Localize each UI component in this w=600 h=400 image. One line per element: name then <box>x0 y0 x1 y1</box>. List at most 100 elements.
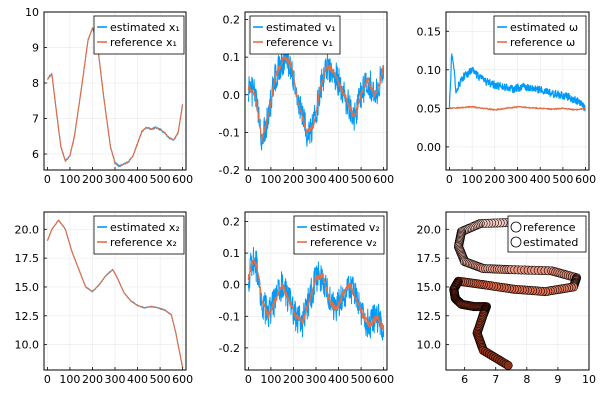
legend: estimated x₂ reference x₂ <box>93 215 185 255</box>
subplot-1: 0 100 200 300 400 500 600 6 7 8 9 10 estimated x₁ ref… <box>25 6 193 186</box>
legend-box <box>493 15 587 55</box>
x-tick-label: 400 <box>127 173 148 186</box>
legend-box <box>249 15 341 55</box>
x-tick-label: 200 <box>283 173 304 186</box>
y-tick-label: 20.0 <box>417 223 442 236</box>
series-line-2 <box>46 219 184 368</box>
legend: estimated v₁ reference v₁ <box>249 15 341 55</box>
x-tick-label: 200 <box>283 373 304 386</box>
legend-box <box>507 215 587 253</box>
y-tick-label: 17.5 <box>417 252 442 265</box>
legend-label: estimated x₁ <box>110 21 180 34</box>
x-tick-label: 0 <box>245 373 252 386</box>
series-line-2 <box>449 105 586 111</box>
x-tick-label: 0 <box>44 173 51 186</box>
legend-label: reference x₁ <box>110 36 177 49</box>
legend-label: reference <box>523 221 576 234</box>
subplot-3: 0 100 200 300 400 500 600 0.00 0.05 0.10 0.15 estim… <box>417 11 596 186</box>
x-tick-label: 200 <box>82 173 103 186</box>
x-tick-label: 200 <box>484 173 505 186</box>
x-tick-label: 200 <box>82 373 103 386</box>
y-tick-label: 0.1 <box>223 247 241 260</box>
x-tick-label: 100 <box>260 173 281 186</box>
y-tick-label: 17.5 <box>15 252 40 265</box>
x-tick-label: 10 <box>582 373 596 386</box>
plot-area <box>247 44 385 151</box>
x-tick-label: 0 <box>44 373 51 386</box>
y-tick-label: -0.1 <box>219 126 240 139</box>
scatter-point <box>503 360 513 370</box>
y-tick-label: 9 <box>32 42 39 55</box>
y-tick-label: 8 <box>32 77 39 90</box>
y-tick-label: 0.00 <box>417 141 442 154</box>
subplot-6: 6 7 8 9 10 10.0 12.5 15.0 17.5 20.0 reference estim… <box>417 211 596 386</box>
legend-marker <box>510 221 522 233</box>
y-tick-label: 10 <box>25 6 39 19</box>
x-tick-label: 300 <box>306 173 327 186</box>
legend-box <box>93 215 185 255</box>
x-tick-label: 400 <box>530 173 551 186</box>
x-tick-label: 100 <box>59 373 80 386</box>
x-tick-label: 0 <box>446 173 453 186</box>
x-tick-label: 600 <box>172 173 193 186</box>
x-tick-label: 100 <box>59 173 80 186</box>
series-line-2 <box>247 257 385 331</box>
legend-box <box>93 15 185 55</box>
x-tick-label: 500 <box>150 373 171 386</box>
y-tick-label: 15.0 <box>15 281 40 294</box>
x-tick-label: 500 <box>351 373 372 386</box>
y-tick-label: 10.0 <box>15 339 40 352</box>
x-tick-label: 100 <box>462 173 483 186</box>
x-tick-label: 400 <box>328 373 349 386</box>
legend-label: reference ω <box>510 36 575 49</box>
legend-label: reference v₂ <box>310 236 377 249</box>
legend: reference estimated <box>507 215 587 253</box>
legend-label: reference v₁ <box>266 36 333 49</box>
x-tick-label: 400 <box>328 173 349 186</box>
x-tick-label: 600 <box>172 373 193 386</box>
series-line-2 <box>247 55 385 143</box>
y-tick-label: 20.0 <box>15 223 40 236</box>
x-tick-label: 600 <box>373 373 394 386</box>
x-tick-label: 300 <box>507 173 528 186</box>
plot-area <box>46 27 184 168</box>
y-tick-label: 0.2 <box>223 14 241 27</box>
y-tick-label: 0.10 <box>417 64 442 77</box>
x-tick-label: 300 <box>306 373 327 386</box>
y-tick-label: -0.2 <box>219 342 240 355</box>
plot-area <box>448 53 587 112</box>
series-line-1 <box>448 53 587 112</box>
y-tick-label: 0.0 <box>223 89 241 102</box>
legend: estimated x₁ reference x₁ <box>93 15 185 55</box>
plot-area <box>247 247 385 341</box>
y-tick-label: 10.0 <box>417 339 442 352</box>
legend: estimated v₂ reference v₂ <box>293 215 385 255</box>
legend-label: estimated ω <box>510 21 578 34</box>
y-tick-label: 0.0 <box>223 279 241 292</box>
x-tick-label: 300 <box>105 173 126 186</box>
y-tick-label: 0.05 <box>417 102 442 115</box>
y-tick-label: 0.1 <box>223 51 241 64</box>
y-tick-label: 12.5 <box>417 310 442 323</box>
legend-box <box>293 215 385 255</box>
x-tick-label: 600 <box>373 173 394 186</box>
x-tick-label: 500 <box>552 173 573 186</box>
x-tick-label: 400 <box>127 373 148 386</box>
series-line-1 <box>247 247 385 341</box>
x-tick-label: 0 <box>245 173 252 186</box>
x-tick-label: 100 <box>260 373 281 386</box>
legend-label: estimated x₂ <box>110 221 180 234</box>
y-tick-label: 0.2 <box>223 215 241 228</box>
plot-area <box>46 219 184 368</box>
x-tick-label: 8 <box>523 373 530 386</box>
subplot-4: 0 100 200 300 400 500 600 10.0 12.5 15.0 17.5 20.0 e… <box>15 211 193 386</box>
x-tick-label: 500 <box>351 173 372 186</box>
x-tick-label: 500 <box>150 173 171 186</box>
x-tick-label: 6 <box>461 373 468 386</box>
y-tick-label: 12.5 <box>15 310 40 323</box>
x-tick-label: 600 <box>575 173 596 186</box>
subplot-2: 0 100 200 300 400 500 600 -0.2 -0.1 0.0 0.1 0.2 esti… <box>219 11 394 186</box>
y-tick-label: -0.1 <box>219 310 240 323</box>
